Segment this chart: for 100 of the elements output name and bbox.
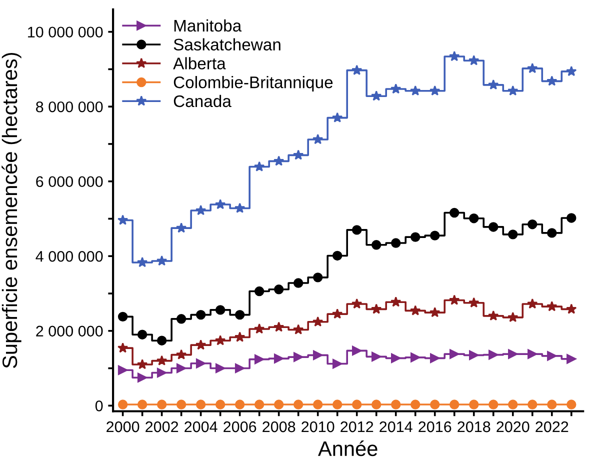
point <box>117 342 128 353</box>
point <box>332 358 342 369</box>
x-tick-label: 2012 <box>340 421 374 432</box>
point <box>176 400 186 410</box>
point <box>312 400 323 410</box>
point <box>118 400 128 410</box>
point <box>468 297 480 308</box>
point <box>332 308 343 319</box>
point <box>137 372 148 382</box>
x-tick-label: 2008 <box>262 421 296 432</box>
point <box>254 400 264 410</box>
point <box>176 314 186 324</box>
point <box>410 352 420 362</box>
legend-label: Saskatchewan <box>174 38 280 51</box>
point <box>117 214 128 225</box>
point <box>469 400 479 410</box>
x-tick-label: 2010 <box>302 421 334 432</box>
point <box>528 219 538 230</box>
point <box>136 358 148 370</box>
point <box>371 240 382 250</box>
point <box>391 400 401 410</box>
point <box>293 400 304 410</box>
point <box>274 284 284 294</box>
x-tick-label: 2004 <box>184 421 218 432</box>
point <box>234 202 246 213</box>
point <box>566 354 576 364</box>
point <box>469 350 479 360</box>
point <box>156 336 167 346</box>
point <box>156 400 167 410</box>
point <box>312 272 323 282</box>
point <box>156 355 168 366</box>
x-tick-label: 2022 <box>536 421 568 432</box>
legend-label: Alberta <box>173 57 226 70</box>
y-tick-label: 10 000 000 <box>28 26 103 38</box>
point <box>450 208 460 218</box>
point <box>508 400 518 410</box>
point <box>274 156 284 166</box>
point <box>234 332 246 342</box>
point <box>371 90 382 101</box>
point <box>390 83 402 94</box>
y-axis-title: Superficie ensemencée (hectares) <box>2 52 22 368</box>
point <box>391 238 401 248</box>
y-tick-label: 8 000 000 <box>36 101 103 112</box>
point <box>254 354 264 364</box>
point <box>527 298 538 309</box>
point <box>488 79 499 90</box>
point <box>118 365 128 375</box>
point <box>488 222 498 232</box>
point <box>332 400 342 410</box>
y-tick-label: 2 000 000 <box>36 326 103 337</box>
point <box>488 350 498 360</box>
point <box>293 352 304 362</box>
point <box>430 85 440 96</box>
point <box>196 204 206 216</box>
x-tick-label: 2002 <box>146 421 178 432</box>
x-tick-label: 2000 <box>106 421 140 432</box>
point <box>234 310 245 320</box>
point <box>176 349 187 360</box>
x-axis-title: Année <box>318 440 378 456</box>
point <box>566 213 576 223</box>
point <box>546 301 558 312</box>
x-tick-label: 2016 <box>418 421 452 432</box>
point <box>215 305 226 315</box>
point <box>254 323 265 334</box>
point <box>566 400 576 410</box>
point <box>488 400 498 410</box>
point <box>176 222 187 233</box>
x-tick-label: 2014 <box>380 421 412 432</box>
y-tick-label: 0 <box>95 400 103 412</box>
point <box>215 198 226 210</box>
point <box>410 305 421 316</box>
point <box>410 232 420 242</box>
point <box>508 349 518 359</box>
point <box>234 363 245 374</box>
point <box>254 286 264 296</box>
point <box>449 294 460 305</box>
x-tick-label: 2020 <box>496 421 530 432</box>
point <box>547 228 557 238</box>
point <box>274 322 284 332</box>
point <box>196 358 206 368</box>
point <box>546 76 558 86</box>
point <box>528 400 538 410</box>
y-tick-label: 4 000 000 <box>36 250 103 262</box>
point <box>332 112 343 122</box>
point <box>156 368 167 378</box>
point <box>566 66 577 76</box>
point <box>137 330 148 340</box>
point <box>332 250 342 261</box>
point <box>390 296 402 307</box>
point <box>196 310 206 320</box>
point <box>215 400 226 410</box>
point <box>293 278 304 288</box>
point <box>449 50 460 62</box>
point <box>528 349 538 359</box>
point <box>508 312 518 322</box>
point <box>215 335 226 346</box>
point <box>352 225 362 235</box>
point <box>196 340 206 350</box>
point <box>391 353 401 364</box>
point <box>410 85 421 96</box>
